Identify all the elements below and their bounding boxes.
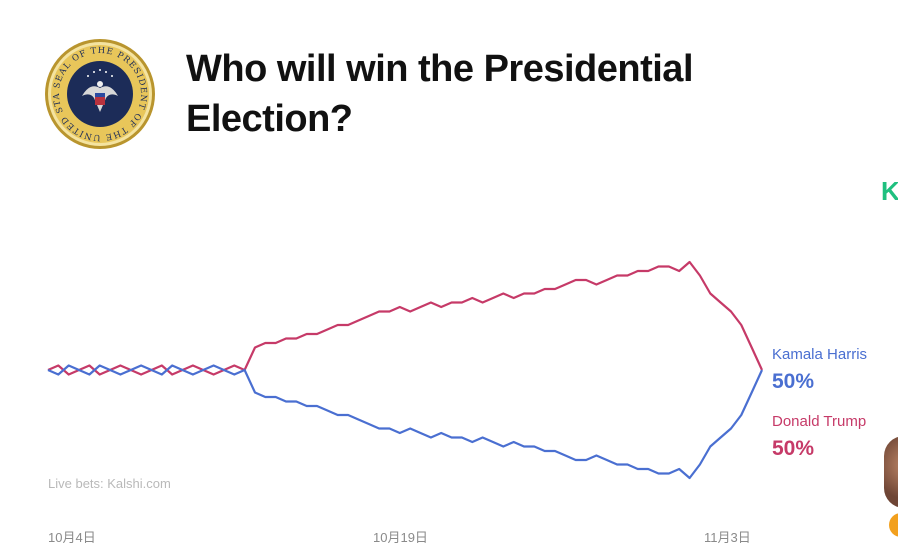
chart-title-line-1: Who will win the Presidential: [186, 48, 694, 90]
series-line-donald-trump: [47, 260, 764, 376]
kalshi-brand-fragment: K: [881, 176, 898, 206]
chart-title: Who will win the Presidential Election?: [186, 44, 786, 144]
x-tick-label-end: 11月3日: [704, 530, 751, 545]
legend-label-kamala-harris: Kamala Harris: [772, 346, 868, 363]
series-line-kamala-harris: [47, 364, 764, 480]
avatar-badge-icon: [889, 513, 898, 537]
source-note: Live bets: Kalshi.com: [48, 476, 171, 491]
streamer-avatar: [884, 436, 898, 508]
x-tick-label-start: 10月4日: [48, 530, 96, 545]
legend-value-kamala-harris: 50%: [772, 370, 815, 393]
presidential-seal-logo: SEAL OF THE PRESIDENT OF THE UNITED STAT…: [44, 38, 155, 149]
chart-title-line-2: Election?: [186, 98, 353, 140]
legend-label-donald-trump: Donald Trump: [772, 413, 867, 430]
x-tick-label-middle: 10月19日: [373, 530, 428, 545]
legend-value-donald-trump: 50%: [772, 437, 815, 460]
